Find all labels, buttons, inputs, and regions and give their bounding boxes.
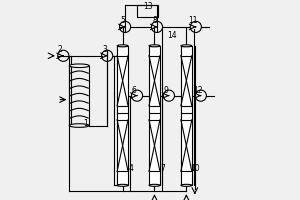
Text: 1: 1 — [83, 119, 88, 128]
Text: 8: 8 — [152, 16, 157, 25]
Text: 4: 4 — [129, 164, 134, 173]
Bar — [181, 46, 192, 185]
Text: 11: 11 — [188, 16, 198, 25]
Bar — [117, 46, 128, 185]
Ellipse shape — [117, 184, 128, 186]
Text: 14: 14 — [167, 31, 177, 40]
Text: 12: 12 — [193, 86, 203, 95]
Bar — [149, 46, 160, 185]
Text: 2: 2 — [58, 45, 63, 54]
Ellipse shape — [69, 124, 89, 127]
Text: 6: 6 — [132, 86, 136, 95]
Ellipse shape — [149, 184, 160, 186]
Text: 13: 13 — [143, 2, 153, 11]
Ellipse shape — [181, 184, 192, 186]
Ellipse shape — [69, 64, 89, 68]
Text: 9: 9 — [164, 86, 168, 95]
Ellipse shape — [149, 45, 160, 47]
Ellipse shape — [181, 45, 192, 47]
Bar — [137, 5, 158, 17]
Text: 3: 3 — [102, 45, 107, 54]
Ellipse shape — [117, 45, 128, 47]
Text: 5: 5 — [120, 16, 125, 25]
Text: 7: 7 — [160, 164, 165, 173]
Text: 10: 10 — [190, 164, 200, 173]
